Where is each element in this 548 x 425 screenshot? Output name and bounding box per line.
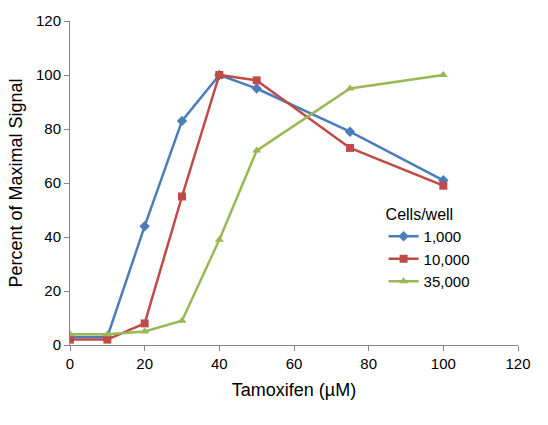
svg-text:120: 120 bbox=[505, 355, 530, 372]
svg-text:120: 120 bbox=[36, 12, 61, 29]
svg-text:40: 40 bbox=[44, 228, 61, 245]
svg-text:60: 60 bbox=[44, 174, 61, 191]
svg-text:40: 40 bbox=[211, 355, 228, 372]
svg-text:0: 0 bbox=[66, 355, 74, 372]
svg-text:Cells/well: Cells/well bbox=[386, 206, 454, 223]
svg-text:35,000: 35,000 bbox=[424, 273, 470, 290]
svg-text:100: 100 bbox=[36, 66, 61, 83]
svg-text:0: 0 bbox=[53, 336, 61, 353]
svg-text:Tamoxifen (µM): Tamoxifen (µM) bbox=[232, 380, 356, 400]
svg-text:10,000: 10,000 bbox=[424, 251, 470, 268]
svg-text:80: 80 bbox=[360, 355, 377, 372]
svg-text:60: 60 bbox=[286, 355, 303, 372]
svg-text:20: 20 bbox=[44, 282, 61, 299]
svg-text:Percent of Maximal Signal: Percent of Maximal Signal bbox=[6, 78, 26, 287]
svg-text:80: 80 bbox=[44, 120, 61, 137]
svg-text:100: 100 bbox=[431, 355, 456, 372]
svg-text:20: 20 bbox=[136, 355, 153, 372]
svg-text:1,000: 1,000 bbox=[424, 228, 462, 245]
